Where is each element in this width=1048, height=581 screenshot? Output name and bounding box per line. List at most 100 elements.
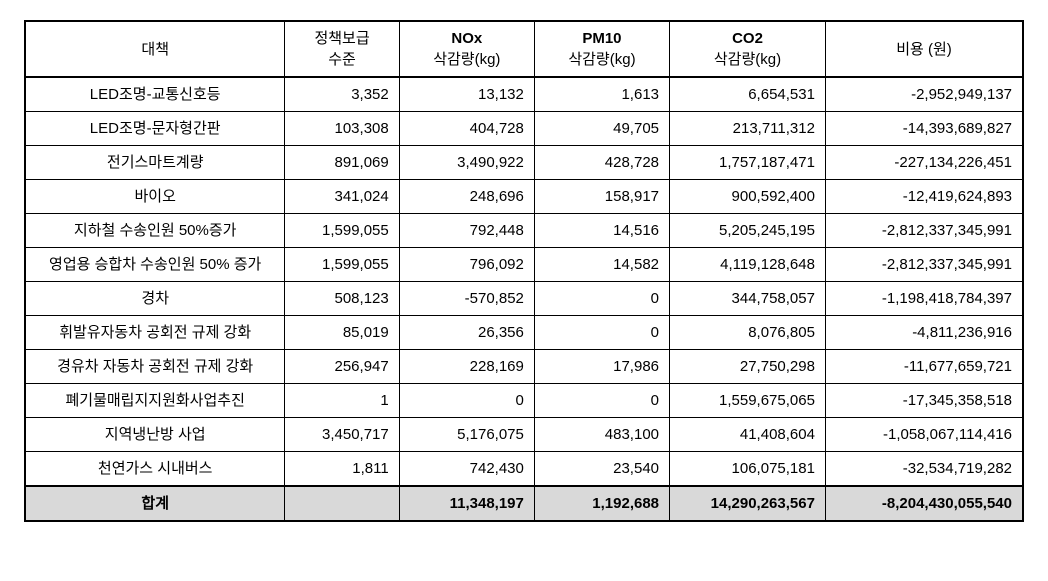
- table-row: 경유차 자동차 공회전 규제 강화256,947228,16917,98627,…: [25, 350, 1023, 384]
- cell-policy: LED조명-문자형간판: [25, 112, 285, 146]
- table-row: LED조명-교통신호등3,35213,1321,6136,654,531-2,9…: [25, 77, 1023, 112]
- table-row: 천연가스 시내버스1,811742,43023,540106,075,181-3…: [25, 452, 1023, 487]
- cell-policy: 영업용 승합차 수송인원 50% 증가: [25, 248, 285, 282]
- cell-nox: -570,852: [399, 282, 534, 316]
- cell-cost: -11,677,659,721: [825, 350, 1023, 384]
- cell-level: 341,024: [285, 180, 399, 214]
- cell-cost: -17,345,358,518: [825, 384, 1023, 418]
- cell-cost: -2,812,337,345,991: [825, 248, 1023, 282]
- cell-policy: LED조명-교통신호등: [25, 77, 285, 112]
- table-row: 폐기물매립지지원화사업추진1001,559,675,065-17,345,358…: [25, 384, 1023, 418]
- cell-co2: 900,592,400: [670, 180, 826, 214]
- cell-cost: -2,952,949,137: [825, 77, 1023, 112]
- cell-co2: 1,559,675,065: [670, 384, 826, 418]
- cell-cost: -4,811,236,916: [825, 316, 1023, 350]
- cell-total-nox: 11,348,197: [399, 486, 534, 521]
- cell-pm10: 158,917: [534, 180, 669, 214]
- cell-level: 103,308: [285, 112, 399, 146]
- cell-policy: 지역냉난방 사업: [25, 418, 285, 452]
- cell-nox: 792,448: [399, 214, 534, 248]
- cell-level: 3,352: [285, 77, 399, 112]
- cell-co2: 344,758,057: [670, 282, 826, 316]
- table-row: 전기스마트계량891,0693,490,922428,7281,757,187,…: [25, 146, 1023, 180]
- cell-co2: 8,076,805: [670, 316, 826, 350]
- cell-nox: 5,176,075: [399, 418, 534, 452]
- table-body: LED조명-교통신호등3,35213,1321,6136,654,531-2,9…: [25, 77, 1023, 521]
- cell-total-level: [285, 486, 399, 521]
- table-row: 경차508,123-570,8520344,758,057-1,198,418,…: [25, 282, 1023, 316]
- cell-co2: 4,119,128,648: [670, 248, 826, 282]
- cell-cost: -1,198,418,784,397: [825, 282, 1023, 316]
- header-co2: CO2 삭감량(kg): [670, 21, 826, 77]
- cell-pm10: 0: [534, 316, 669, 350]
- cell-pm10: 14,516: [534, 214, 669, 248]
- table-total-row: 합계 11,348,1971,192,68814,290,263,567-8,20…: [25, 486, 1023, 521]
- cell-co2: 27,750,298: [670, 350, 826, 384]
- cell-level: 891,069: [285, 146, 399, 180]
- cell-pm10: 17,986: [534, 350, 669, 384]
- cell-policy: 폐기물매립지지원화사업추진: [25, 384, 285, 418]
- cell-level: 1,811: [285, 452, 399, 487]
- cell-co2: 213,711,312: [670, 112, 826, 146]
- cell-nox: 26,356: [399, 316, 534, 350]
- cell-total-label: 합계: [25, 486, 285, 521]
- cell-policy: 지하철 수송인원 50%증가: [25, 214, 285, 248]
- cell-nox: 796,092: [399, 248, 534, 282]
- table-row: LED조명-문자형간판103,308404,72849,705213,711,3…: [25, 112, 1023, 146]
- cell-nox: 404,728: [399, 112, 534, 146]
- header-nox: NOx 삭감량(kg): [399, 21, 534, 77]
- cell-co2: 106,075,181: [670, 452, 826, 487]
- cell-pm10: 49,705: [534, 112, 669, 146]
- cell-level: 256,947: [285, 350, 399, 384]
- cell-level: 1,599,055: [285, 214, 399, 248]
- table-row: 휘발유자동차 공회전 규제 강화85,01926,35608,076,805-4…: [25, 316, 1023, 350]
- cell-co2: 6,654,531: [670, 77, 826, 112]
- cell-total-cost: -8,204,430,055,540: [825, 486, 1023, 521]
- table-row: 지역냉난방 사업3,450,7175,176,075483,10041,408,…: [25, 418, 1023, 452]
- cell-nox: 13,132: [399, 77, 534, 112]
- cell-pm10: 0: [534, 384, 669, 418]
- cell-policy: 경유차 자동차 공회전 규제 강화: [25, 350, 285, 384]
- cell-nox: 228,169: [399, 350, 534, 384]
- table-row: 지하철 수송인원 50%증가1,599,055792,44814,5165,20…: [25, 214, 1023, 248]
- cell-nox: 0: [399, 384, 534, 418]
- cell-level: 508,123: [285, 282, 399, 316]
- header-pm10: PM10 삭감량(kg): [534, 21, 669, 77]
- cell-cost: -32,534,719,282: [825, 452, 1023, 487]
- table-row: 바이오341,024248,696158,917900,592,400-12,4…: [25, 180, 1023, 214]
- cell-policy: 경차: [25, 282, 285, 316]
- cell-pm10: 23,540: [534, 452, 669, 487]
- cell-nox: 742,430: [399, 452, 534, 487]
- cell-level: 1,599,055: [285, 248, 399, 282]
- table-row: 영업용 승합차 수송인원 50% 증가1,599,055796,09214,58…: [25, 248, 1023, 282]
- cell-co2: 5,205,245,195: [670, 214, 826, 248]
- cell-policy: 천연가스 시내버스: [25, 452, 285, 487]
- table-header: 대책 정책보급 수준 NOx 삭감량(kg) PM10 삭감량(kg) CO2 …: [25, 21, 1023, 77]
- cell-cost: -12,419,624,893: [825, 180, 1023, 214]
- cell-cost: -227,134,226,451: [825, 146, 1023, 180]
- cell-pm10: 1,613: [534, 77, 669, 112]
- cell-total-co2: 14,290,263,567: [670, 486, 826, 521]
- cell-nox: 3,490,922: [399, 146, 534, 180]
- cell-cost: -2,812,337,345,991: [825, 214, 1023, 248]
- cell-pm10: 14,582: [534, 248, 669, 282]
- cell-total-pm10: 1,192,688: [534, 486, 669, 521]
- cell-level: 3,450,717: [285, 418, 399, 452]
- cell-level: 85,019: [285, 316, 399, 350]
- cell-cost: -1,058,067,114,416: [825, 418, 1023, 452]
- cell-policy: 휘발유자동차 공회전 규제 강화: [25, 316, 285, 350]
- header-cost: 비용 (원): [825, 21, 1023, 77]
- header-level: 정책보급 수준: [285, 21, 399, 77]
- cell-policy: 바이오: [25, 180, 285, 214]
- policy-table: 대책 정책보급 수준 NOx 삭감량(kg) PM10 삭감량(kg) CO2 …: [24, 20, 1024, 522]
- cell-co2: 41,408,604: [670, 418, 826, 452]
- cell-policy: 전기스마트계량: [25, 146, 285, 180]
- cell-pm10: 483,100: [534, 418, 669, 452]
- cell-cost: -14,393,689,827: [825, 112, 1023, 146]
- cell-pm10: 428,728: [534, 146, 669, 180]
- cell-co2: 1,757,187,471: [670, 146, 826, 180]
- cell-nox: 248,696: [399, 180, 534, 214]
- cell-pm10: 0: [534, 282, 669, 316]
- cell-level: 1: [285, 384, 399, 418]
- header-policy: 대책: [25, 21, 285, 77]
